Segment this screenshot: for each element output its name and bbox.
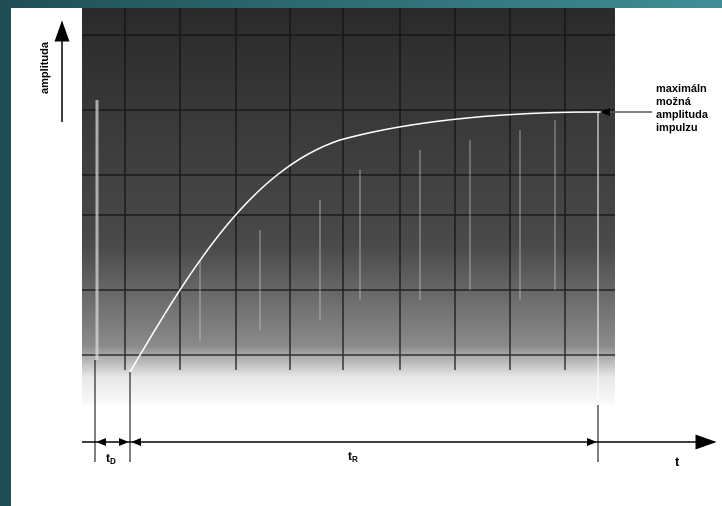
rise-label: tR — [348, 449, 358, 464]
annotation-line: amplituda — [656, 109, 709, 121]
delay-label: tD — [106, 451, 116, 466]
rise-main: t — [348, 449, 352, 463]
delay-main: t — [106, 451, 110, 465]
annotation-line: impulzu — [656, 122, 698, 134]
rise-curve — [129, 111, 640, 373]
markers — [54, 20, 717, 462]
time-label: t — [675, 454, 680, 469]
axis-label: amplituda — [39, 41, 51, 94]
annotation-line: maximáln — [656, 83, 707, 95]
annotation: maximáln možná amplituda impulzu — [656, 83, 709, 134]
left-strip — [0, 0, 11, 506]
annotation-line: možná — [656, 96, 692, 108]
delay-sub: D — [110, 457, 116, 466]
rise-sub: R — [352, 455, 358, 464]
oscilloscope-image — [82, 8, 615, 405]
top-strip — [0, 0, 722, 8]
